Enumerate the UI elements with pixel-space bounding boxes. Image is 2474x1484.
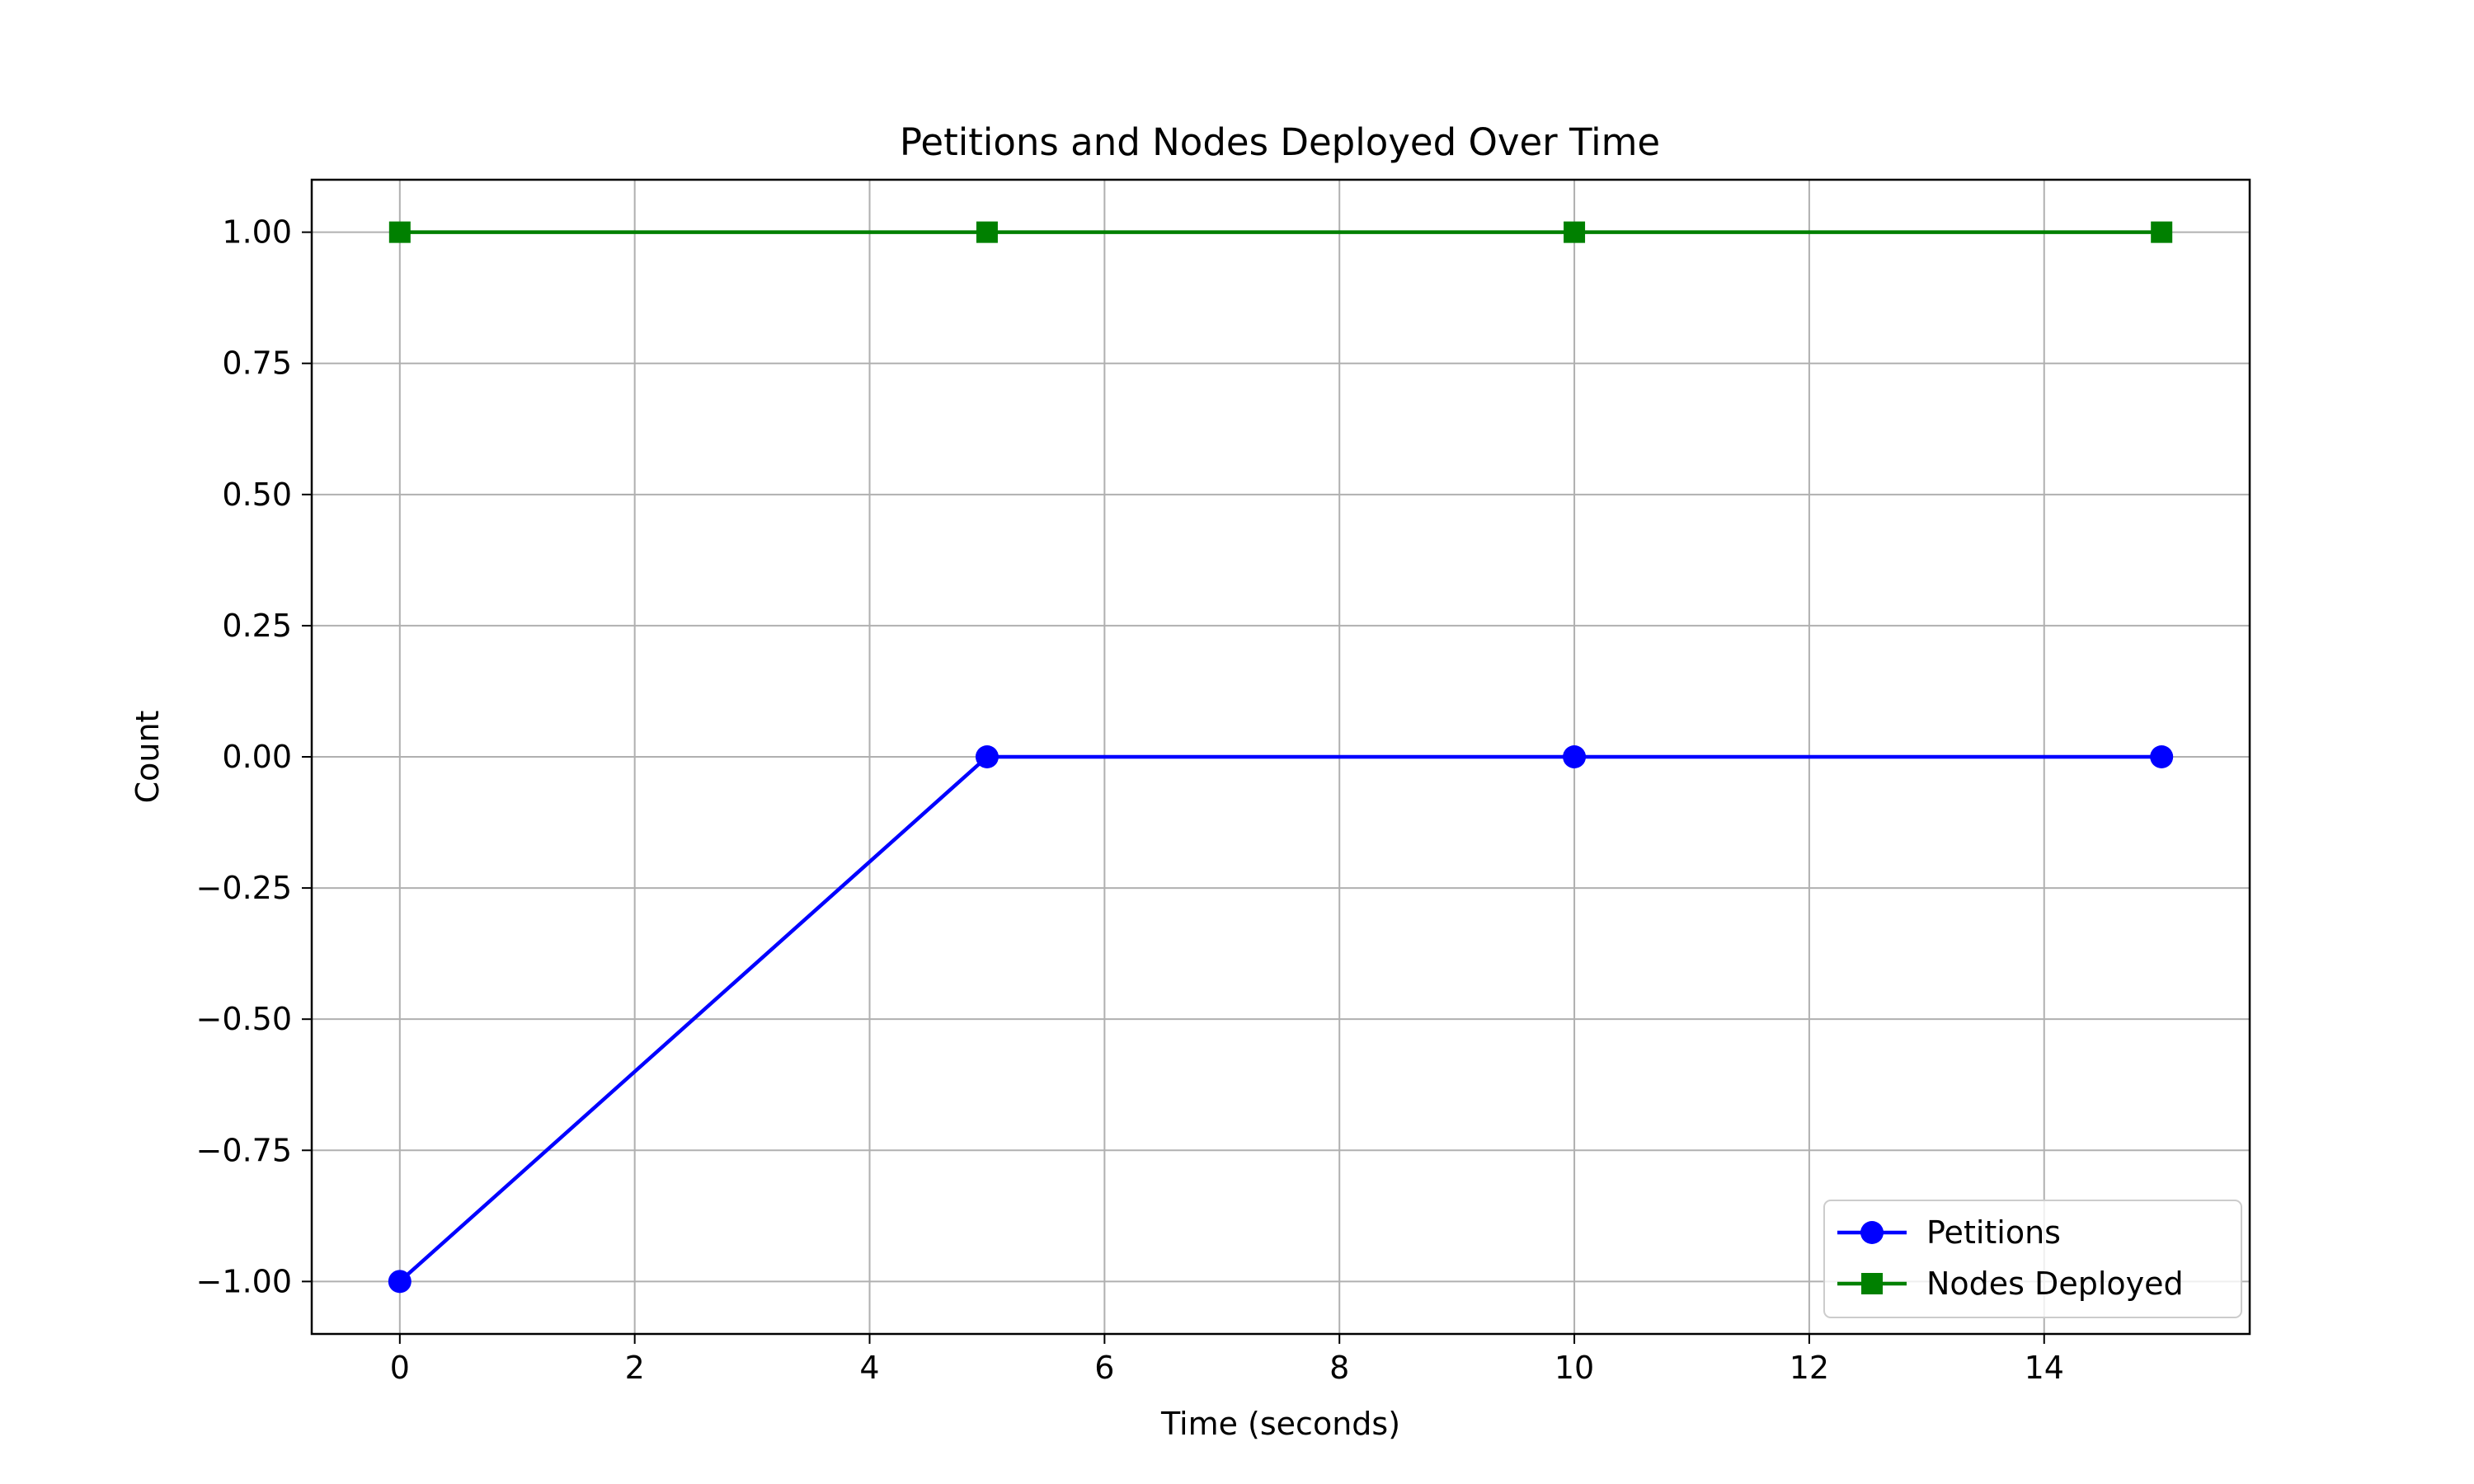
legend-box bbox=[1823, 1200, 2242, 1318]
y-tick-label: −0.50 bbox=[196, 1001, 292, 1037]
y-tick-label: −0.25 bbox=[196, 870, 292, 906]
y-tick-label: 0.25 bbox=[222, 608, 292, 644]
y-tick-label: 1.00 bbox=[222, 214, 292, 251]
legend: Petitions Nodes Deployed bbox=[1823, 1200, 2242, 1318]
x-tick-label: 0 bbox=[390, 1350, 410, 1386]
x-tick-label: 6 bbox=[1094, 1350, 1114, 1386]
petitions-legend-marker bbox=[1860, 1221, 1884, 1244]
nodes-deployed-point bbox=[976, 221, 998, 243]
x-tick-label: 14 bbox=[2025, 1350, 2064, 1386]
petitions-point bbox=[1563, 745, 1587, 768]
x-tick-label: 12 bbox=[1790, 1350, 1829, 1386]
x-axis-label: Time (seconds) bbox=[1160, 1406, 1400, 1442]
nodes-deployed-legend-label: Nodes Deployed bbox=[1926, 1266, 2184, 1302]
y-tick-label: 0.00 bbox=[222, 739, 292, 775]
petitions-point bbox=[2150, 745, 2174, 768]
y-tick-label: 0.50 bbox=[222, 477, 292, 513]
nodes-deployed-point bbox=[1564, 221, 1586, 243]
petitions-legend-label: Petitions bbox=[1926, 1214, 2061, 1251]
y-axis-label: Count bbox=[129, 711, 166, 804]
y-axis-ticks: 1.00 0.75 0.50 0.25 0.00 −0.25 −0.50 −0.75 −1.00 bbox=[196, 214, 312, 1299]
chart-title: Petitions and Nodes Deployed Over Time bbox=[900, 120, 1660, 164]
y-tick-label: −0.75 bbox=[196, 1132, 292, 1168]
nodes-deployed-point bbox=[388, 221, 411, 243]
petitions-point bbox=[975, 745, 999, 768]
x-tick-label: 10 bbox=[1554, 1350, 1594, 1386]
petitions-series-line bbox=[398, 754, 2162, 1284]
y-tick-label: −1.00 bbox=[196, 1263, 292, 1299]
y-tick-label: 0.75 bbox=[222, 345, 292, 382]
x-tick-label: 2 bbox=[625, 1350, 645, 1386]
x-tick-label: 4 bbox=[859, 1350, 879, 1386]
nodes-deployed-legend-marker bbox=[1861, 1273, 1883, 1294]
nodes-deployed-point bbox=[2151, 221, 2173, 243]
x-axis-ticks: 0 2 4 6 8 10 12 14 bbox=[390, 1334, 2064, 1386]
series-lines bbox=[388, 221, 2174, 1294]
petitions-point bbox=[388, 1270, 412, 1294]
x-tick-label: 8 bbox=[1329, 1350, 1349, 1386]
